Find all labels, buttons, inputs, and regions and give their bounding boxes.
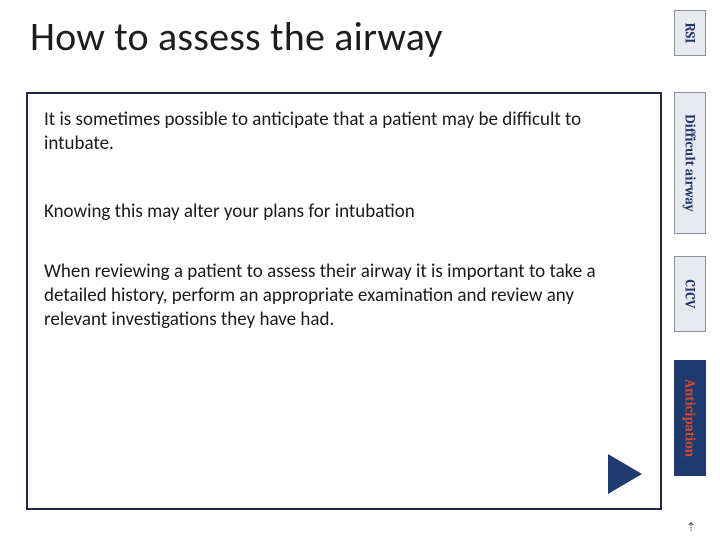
footer-caret-icon: ⇡ bbox=[686, 520, 696, 534]
paragraph-2: Knowing this may alter your plans for in… bbox=[44, 200, 636, 224]
tab-cicv[interactable]: CICV bbox=[674, 256, 706, 332]
paragraph-3: When reviewing a patient to assess their… bbox=[44, 260, 636, 331]
tab-anticipation-label: Anticipation bbox=[682, 379, 699, 457]
tab-rsi[interactable]: RSI bbox=[674, 10, 706, 56]
tab-difficult-airway-label: Difficult airway bbox=[682, 114, 699, 212]
tab-difficult-airway[interactable]: Difficult airway bbox=[674, 92, 706, 234]
tab-anticipation[interactable]: Anticipation bbox=[674, 360, 706, 476]
next-slide-button[interactable] bbox=[608, 454, 642, 494]
tab-cicv-label: CICV bbox=[682, 279, 699, 308]
tab-rsi-label: RSI bbox=[682, 23, 699, 44]
page-title: How to assess the airway bbox=[30, 12, 443, 61]
slide: How to assess the airway It is sometimes… bbox=[0, 0, 720, 540]
paragraph-1: It is sometimes possible to anticipate t… bbox=[44, 108, 636, 156]
